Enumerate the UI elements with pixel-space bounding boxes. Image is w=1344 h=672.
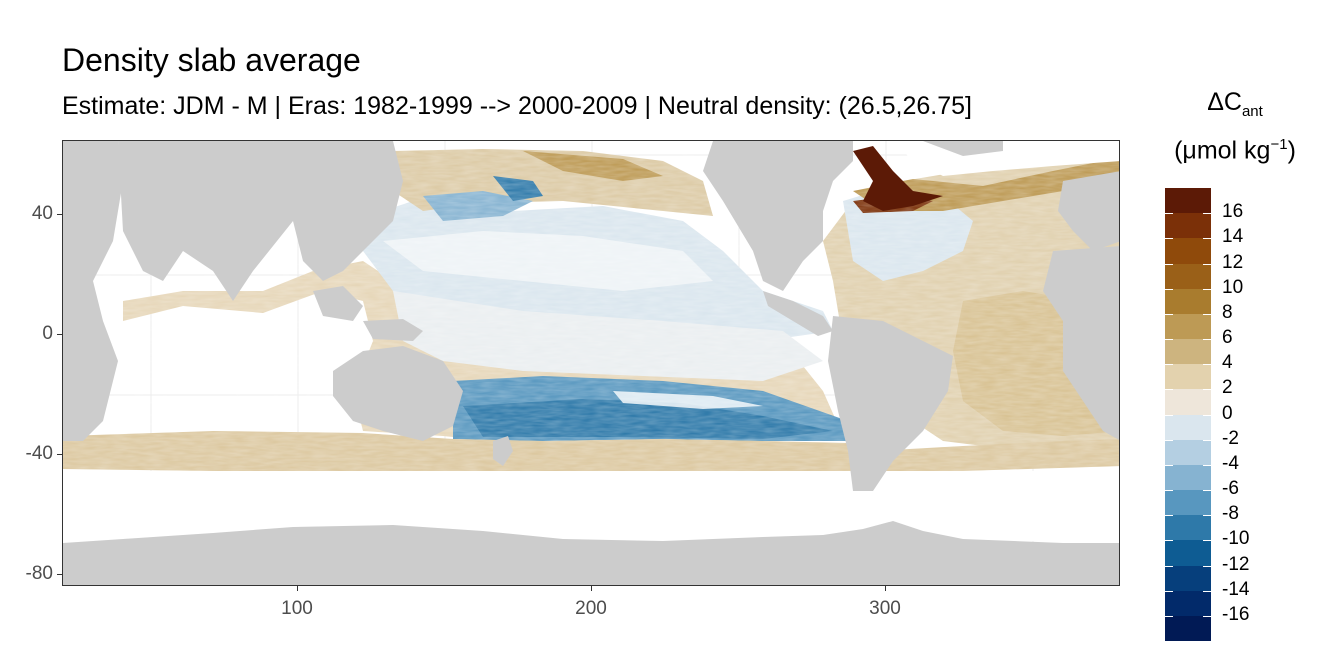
- legend-title-line2: (μmol kg−1): [1174, 136, 1296, 165]
- colorbar-tick: [1165, 439, 1173, 441]
- ytick-label-neg80: -80: [25, 563, 53, 584]
- colorbar-segment: [1165, 188, 1211, 214]
- ytick-label-40: 40: [31, 203, 53, 224]
- colorbar-segment: [1165, 364, 1211, 390]
- colorbar-segment: [1165, 288, 1211, 315]
- colorbar-segment: [1165, 515, 1211, 541]
- colorbar-tick: [1203, 590, 1211, 592]
- ytick-mark-neg80: [57, 574, 62, 575]
- colorbar-label: -2: [1222, 427, 1239, 449]
- colorbar-label: -12: [1222, 553, 1250, 575]
- ytick-label-0: 0: [42, 323, 53, 344]
- colorbar-label: -6: [1222, 478, 1239, 499]
- colorbar-tick: [1203, 439, 1211, 441]
- colorbar-tick: [1165, 339, 1173, 340]
- colorbar-label: 8: [1222, 301, 1233, 323]
- colorbar-tick: [1203, 414, 1211, 416]
- colorbar-tick: [1203, 615, 1211, 617]
- colorbar-segment: [1165, 263, 1211, 290]
- colorbar-segment: [1165, 339, 1211, 365]
- colorbar-label: 14: [1222, 226, 1244, 248]
- colorbar-tick: [1203, 263, 1211, 265]
- colorbar-segment: [1165, 615, 1211, 642]
- colorbar-tick: [1165, 263, 1173, 265]
- colorbar-tick: [1165, 389, 1173, 391]
- land: [63, 141, 1119, 585]
- colorbar-label: 10: [1222, 276, 1244, 298]
- colorbar-segment: [1165, 565, 1211, 592]
- colorbar-tick: [1165, 213, 1173, 215]
- colorbar-tick: [1203, 515, 1211, 517]
- colorbar-label: -16: [1222, 603, 1250, 625]
- xtick-label-100: 100: [281, 598, 313, 619]
- no-data-band: [63, 471, 1119, 541]
- colorbar-tick: [1165, 364, 1173, 366]
- colorbar-tick: [1165, 464, 1173, 466]
- colorbar: [1165, 188, 1211, 642]
- colorbar-tick: [1165, 490, 1173, 491]
- xtick-label-200: 200: [575, 598, 607, 619]
- colorbar-tick: [1203, 288, 1211, 290]
- colorbar-tick: [1203, 389, 1211, 391]
- colorbar-segment: [1165, 238, 1211, 264]
- colorbar-tick: [1203, 339, 1211, 340]
- map-panel: [62, 140, 1120, 586]
- colorbar-label: -14: [1222, 578, 1250, 600]
- legend-title-line1: ΔCant: [1207, 88, 1263, 120]
- colorbar-segment: [1165, 389, 1211, 415]
- colorbar-tick: [1203, 213, 1211, 215]
- colorbar-segment: [1165, 439, 1211, 466]
- colorbar-segment: [1165, 414, 1211, 441]
- xtick-mark-300: [885, 586, 886, 591]
- colorbar-tick: [1165, 540, 1173, 542]
- colorbar-tick: [1203, 565, 1211, 567]
- colorbar-segment: [1165, 490, 1211, 516]
- colorbar-tick: [1165, 414, 1173, 416]
- colorbar-label: -8: [1222, 503, 1239, 525]
- colorbar-tick: [1203, 490, 1211, 491]
- colorbar-tick: [1203, 540, 1211, 542]
- colorbar-segment: [1165, 590, 1211, 617]
- map-subtitle: Estimate: JDM - M | Eras: 1982-1999 --> …: [62, 92, 972, 120]
- ytick-mark-neg40: [57, 454, 62, 455]
- colorbar-segment: [1165, 464, 1211, 491]
- ytick-mark-0: [57, 334, 62, 335]
- ytick-label-neg40: -40: [25, 443, 53, 464]
- colorbar-label: 0: [1222, 402, 1233, 424]
- colorbar-tick: [1165, 288, 1173, 290]
- colorbar-segment: [1165, 313, 1211, 340]
- colorbar-label: 6: [1222, 327, 1233, 348]
- colorbar-segment: [1165, 213, 1211, 239]
- xtick-label-300: 300: [869, 598, 901, 619]
- colorbar-tick: [1203, 313, 1211, 315]
- colorbar-label: 4: [1222, 352, 1233, 374]
- colorbar-tick: [1165, 313, 1173, 315]
- labrador-patch: [853, 146, 943, 211]
- colorbar-tick: [1203, 464, 1211, 466]
- colorbar-tick: [1165, 238, 1173, 240]
- colorbar-tick: [1165, 565, 1173, 567]
- colorbar-label: 2: [1222, 377, 1233, 399]
- ytick-mark-40: [57, 214, 62, 215]
- map-title: Density slab average: [62, 42, 361, 78]
- colorbar-label: 16: [1222, 201, 1244, 223]
- colorbar-tick: [1165, 515, 1173, 517]
- colorbar-tick: [1203, 238, 1211, 240]
- colorbar-label: 12: [1222, 251, 1244, 273]
- ocean-map: [63, 141, 1119, 585]
- colorbar-label: -10: [1222, 528, 1250, 550]
- xtick-mark-200: [591, 586, 592, 591]
- colorbar-tick: [1203, 364, 1211, 366]
- colorbar-segment: [1165, 540, 1211, 566]
- colorbar-label: -4: [1222, 452, 1239, 474]
- colorbar-tick: [1165, 590, 1173, 592]
- xtick-mark-100: [297, 586, 298, 591]
- colorbar-tick: [1165, 615, 1173, 617]
